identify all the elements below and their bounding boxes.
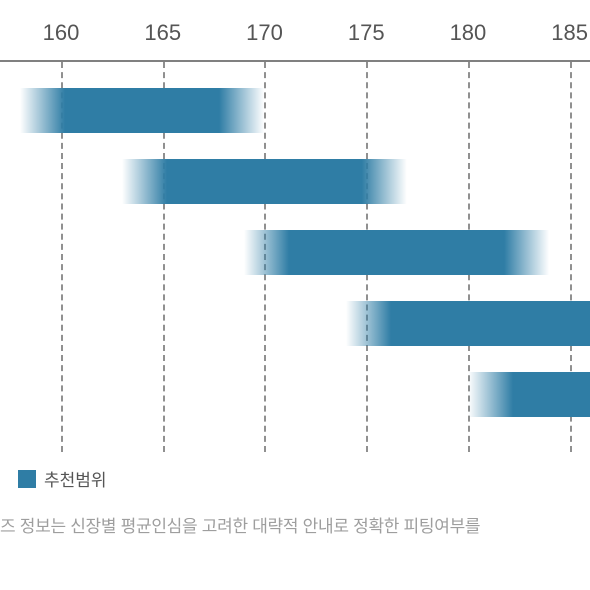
plot-area: 160 165 170 175 180 185 (0, 0, 590, 590)
size-range-chart: 160 165 170 175 180 185 추천범위 즈 정보는 신장별 평균인심을 … (0, 0, 590, 590)
footnote-text: 즈 정보는 신장별 평균인심을 고려한 대략적 안내로 정확한 피팅여부를 (0, 512, 480, 537)
x-tick-label: 165 (144, 20, 181, 46)
range-bar-row (0, 372, 590, 417)
x-tick-label: 170 (246, 20, 283, 46)
range-bar (122, 159, 407, 204)
range-bar-row (0, 301, 590, 346)
range-bar-row (0, 159, 590, 204)
legend: 추천범위 (18, 466, 107, 491)
range-bar (244, 230, 549, 275)
x-tick-label: 160 (43, 20, 80, 46)
legend-swatch (18, 470, 36, 488)
x-tick-label: 175 (348, 20, 385, 46)
range-bar (468, 372, 590, 417)
range-bar-row (0, 230, 590, 275)
range-bar-row (0, 88, 590, 133)
legend-label: 추천범위 (44, 466, 107, 491)
range-bar (346, 301, 590, 346)
x-axis-line (0, 60, 590, 62)
x-tick-label: 185 (551, 20, 588, 46)
range-bar (20, 88, 264, 133)
x-tick-label: 180 (450, 20, 487, 46)
